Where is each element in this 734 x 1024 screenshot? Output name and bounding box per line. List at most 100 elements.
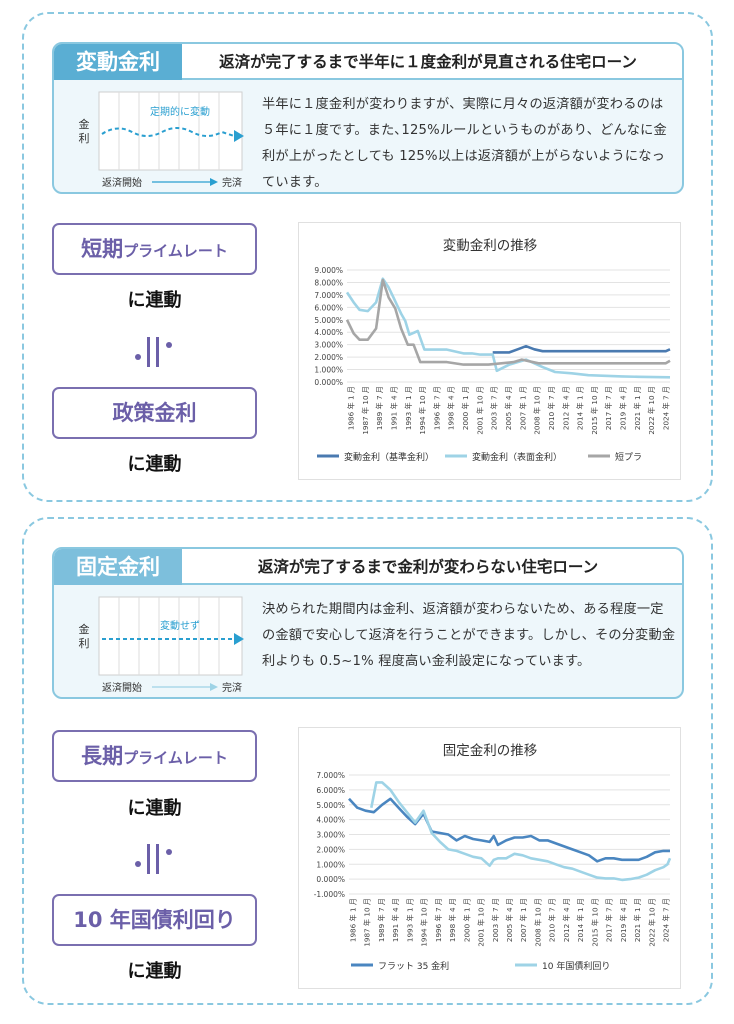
mini-y-label-2: 利 (79, 132, 90, 145)
legend-label: 短プラ (615, 451, 642, 463)
pill-big-text: 政策金利 (112, 401, 197, 425)
x-tick-label: 2015 年 10 月 (590, 386, 599, 435)
pill-big-text: 短期 (81, 237, 124, 261)
mini-y-label-2: 利 (79, 637, 90, 650)
y-tick-label: 2.000% (316, 845, 345, 854)
x-tick-label: 2022 年 10 月 (647, 386, 656, 435)
mini-start-label: 返済開始 (102, 681, 142, 694)
y-tick-label: 4.000% (314, 328, 343, 337)
x-tick-label: 2010 年 7 月 (548, 898, 557, 942)
legend-label: フラット 35 金利 (378, 960, 449, 972)
chart-title: 変動金利の推移 (443, 237, 538, 254)
y-tick-label: 6.000% (316, 786, 345, 795)
x-tick-label: 2003 年 7 月 (491, 898, 500, 942)
x-tick-label: 2008 年 10 月 (533, 386, 542, 435)
x-tick-label: 2017 年 7 月 (604, 386, 613, 430)
linked-label: に連動 (127, 798, 182, 819)
section-description: 半年に１度金利が変わりますが、実際に月々の返済額が変わるのは５年に１度です。また… (262, 97, 667, 190)
x-tick-label: 2024 年 7 月 (662, 386, 671, 430)
x-tick-label: 2007 年 1 月 (518, 386, 527, 430)
mini-end-label: 完済 (222, 681, 242, 694)
x-tick-label: 2007 年 1 月 (519, 898, 528, 942)
y-tick-label: 0.000% (314, 378, 343, 387)
x-tick-label: 2019 年 4 月 (619, 386, 628, 430)
mini-y-label-1: 金 (79, 117, 90, 131)
y-tick-label: 1.000% (314, 366, 343, 375)
pill-small-text: プライムレート (123, 749, 228, 767)
fixed-rate-chart-svg: 固定金利の推移 -1.000% 0.000% 1.000% 2.000% 3.000% 4.… (314, 743, 672, 972)
mini-start-label: 返済開始 (102, 176, 142, 189)
variable-rate-chart: 変動金利の推移 0.000% 1.000% 2.000% 3.000% 4.000% 5.0… (298, 222, 681, 480)
y-tick-label: 6.000% (314, 303, 343, 312)
x-tick-label: 1998 年 4 月 (447, 386, 456, 430)
x-tick-label: 2019 年 4 月 (619, 898, 628, 942)
section-tag: 固定金利 (54, 549, 182, 585)
pill-small-text: プライムレート (123, 242, 228, 260)
linked-label: に連動 (127, 454, 182, 475)
fixed-rate-chart: 固定金利の推移 -1.000% 0.000% 1.000% 2.000% 3.000% 4.… (298, 727, 681, 989)
x-tick-label: 1991 年 4 月 (391, 898, 400, 942)
x-tick-label: 1998 年 4 月 (448, 898, 457, 942)
series-line (370, 781, 672, 882)
chart-title: 固定金利の推移 (443, 743, 538, 759)
y-tick-label: 0.000% (316, 875, 345, 884)
series-line (348, 797, 670, 863)
legend-label: 変動金利（基準金利） (344, 451, 434, 463)
x-tick-label: 2005 年 4 月 (504, 386, 513, 430)
x-tick-label: 2003 年 7 月 (490, 386, 499, 430)
x-tick-label: 2001 年 10 月 (477, 898, 486, 947)
x-tick-label: 2021 年 1 月 (633, 898, 642, 942)
x-tick-label: 2017 年 7 月 (605, 898, 614, 942)
x-tick-label: 1986 年 1 月 (347, 386, 356, 430)
x-tick-label: 2022 年 10 月 (647, 898, 656, 947)
legend-label: 変動金利（表面金利） (472, 451, 562, 463)
linked-label: に連動 (127, 961, 182, 982)
card-header: 変動金利 返済が完了するまで半年に１度金利が見直される住宅ローン (54, 44, 682, 80)
x-tick-label: 1993 年 1 月 (404, 386, 413, 430)
x-tick-label: 2014 年 1 月 (576, 386, 585, 430)
section-fixed-rate (22, 517, 713, 1005)
linked-label: に連動 (127, 290, 182, 311)
x-tick-label: 2000 年 1 月 (461, 386, 470, 430)
section-headline: 返済が完了するまで半年に１度金利が見直される住宅ローン (219, 53, 637, 71)
x-tick-label: 2024 年 7 月 (662, 898, 671, 942)
link-bars-icon (135, 337, 172, 367)
x-tick-label: 2001 年 10 月 (475, 386, 484, 435)
x-tick-label: 2000 年 1 月 (462, 898, 471, 942)
policy-rate-pill: 政策金利 (52, 387, 257, 439)
x-tick-label: 2005 年 4 月 (505, 898, 514, 942)
x-tick-label: 2021 年 1 月 (633, 386, 642, 430)
y-tick-label: -1.000% (314, 890, 345, 899)
mini-line-label: 変動せず (160, 619, 200, 632)
mini-variable-chart: 金 利 定期的に変動 返済開始 完済 (79, 91, 244, 189)
short-prime-rate-pill: 短期プライムレート (52, 223, 257, 275)
section-headline: 返済が完了するまで金利が変わらない住宅ローン (257, 558, 599, 576)
x-tick-label: 1994 年 10 月 (418, 386, 427, 435)
y-tick-label: 3.000% (314, 341, 343, 350)
y-tick-label: 5.000% (314, 316, 343, 325)
mini-end-label: 完済 (222, 176, 242, 189)
variable-rate-chart-svg: 変動金利の推移 0.000% 1.000% 2.000% 3.000% 4.000% 5.0… (314, 237, 671, 463)
x-tick-label: 2008 年 10 月 (533, 898, 542, 947)
mini-fixed-chart: 金 利 変動せず 返済開始 完済 (79, 596, 244, 694)
x-tick-label: 1986 年 1 月 (349, 898, 358, 942)
mini-y-label-1: 金 (79, 622, 90, 636)
pill-big-text: 10 年国債利回り (73, 908, 236, 932)
x-tick-label: 2012 年 4 月 (561, 386, 570, 430)
x-tick-label: 2010 年 7 月 (547, 386, 556, 430)
fixed-rate-card: 固定金利 返済が完了するまで金利が変わらない住宅ローン 金 利 変動せず 返済開… (52, 547, 684, 699)
y-tick-label: 1.000% (316, 860, 345, 869)
y-tick-label: 5.000% (316, 801, 345, 810)
section-description: 決められた期間内は金利、返済額が変わらないため、ある程度一定の金額で安心して返済… (262, 602, 676, 669)
y-tick-label: 7.000% (316, 771, 345, 780)
jgb-10y-yield-pill: 10 年国債利回り (52, 894, 257, 946)
x-tick-label: 1994 年 10 月 (420, 898, 429, 947)
x-tick-label: 1989 年 7 月 (377, 898, 386, 942)
x-tick-label: 2012 年 4 月 (562, 898, 571, 942)
link-bars-icon (135, 844, 172, 874)
x-tick-label: 1993 年 1 月 (405, 898, 414, 942)
long-prime-rate-pill: 長期プライムレート (52, 730, 257, 782)
legend-label: 10 年国債利回り (542, 960, 610, 972)
series-line (345, 278, 671, 366)
x-tick-label: 1989 年 7 月 (375, 386, 384, 430)
